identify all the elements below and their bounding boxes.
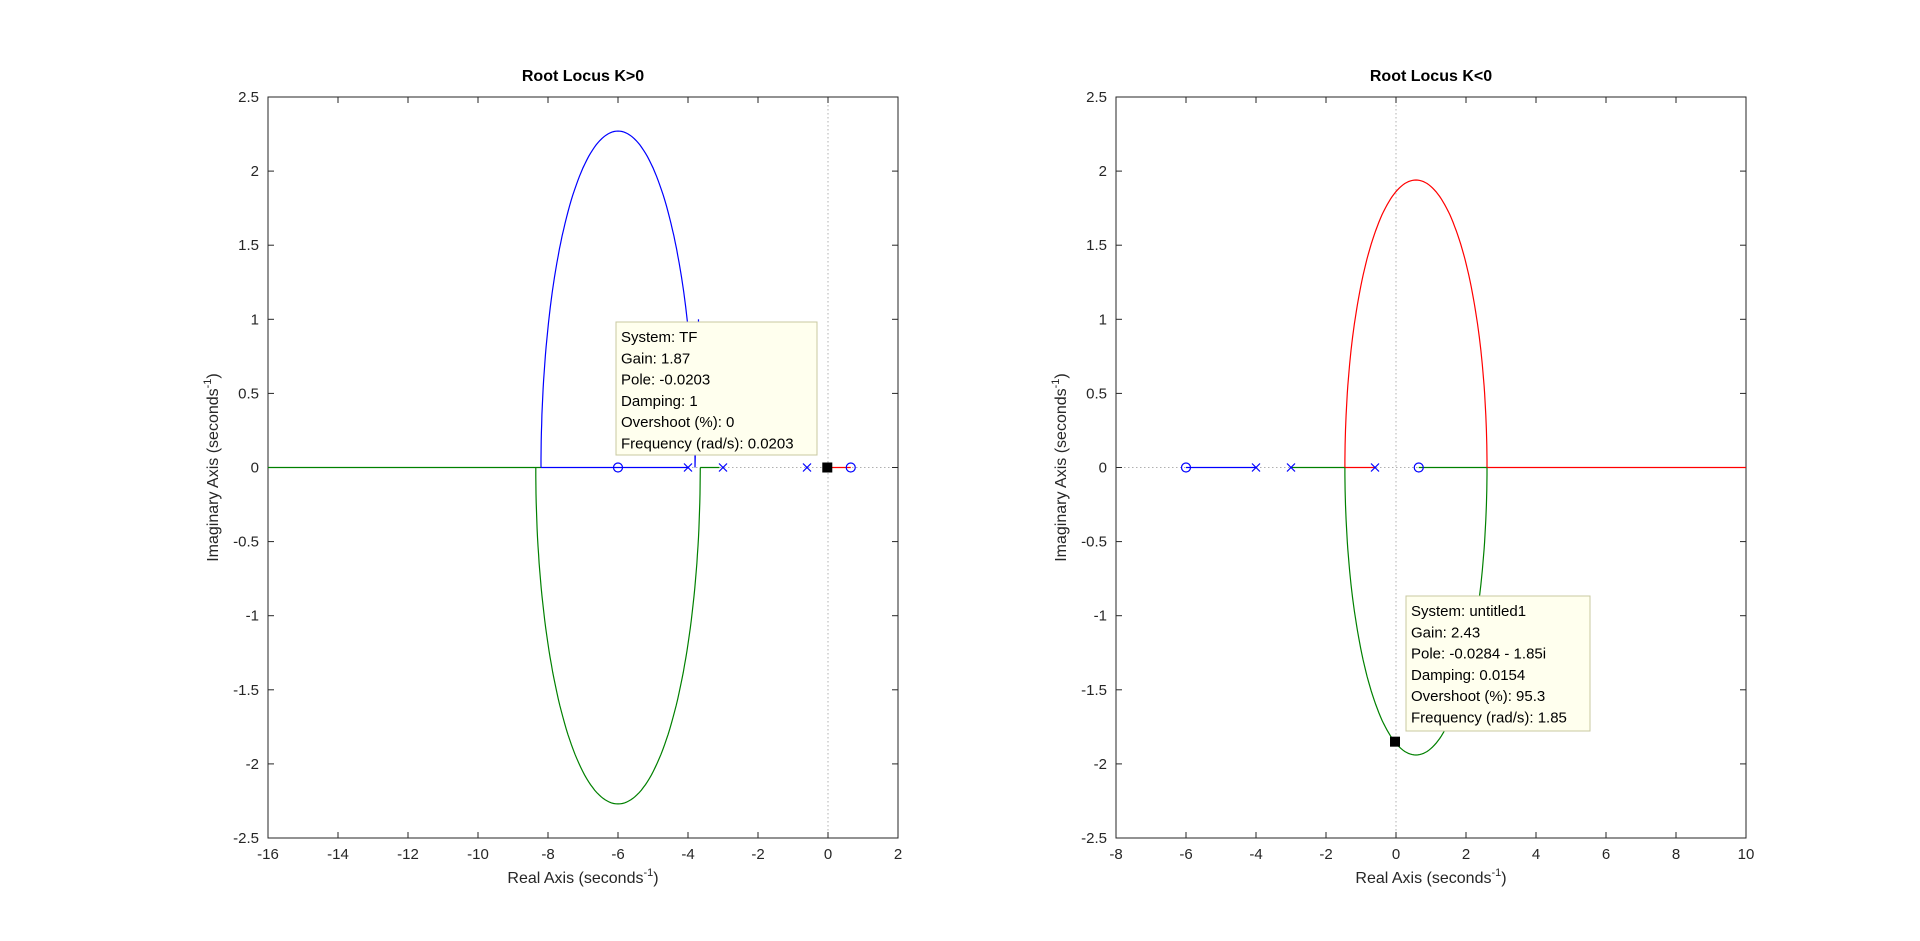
pole-marker xyxy=(718,463,728,472)
y-tick-label: -1 xyxy=(246,608,259,625)
datatip-line: System: untitled1 xyxy=(1411,603,1526,620)
y-tick-label: -1.5 xyxy=(233,682,259,699)
y-tick-label: 2.5 xyxy=(238,89,259,106)
x-axis-label: Real Axis (seconds-1) xyxy=(507,867,658,887)
datatip-line: Damping: 0.0154 xyxy=(1411,667,1525,684)
y-axis-label: Imaginary Axis (seconds-1) xyxy=(202,373,222,562)
y-tick-label: 0.5 xyxy=(1086,385,1107,402)
x-tick-label: 2 xyxy=(894,846,902,863)
y-tick-label: -1.5 xyxy=(1081,682,1107,699)
y-tick-label: 2.5 xyxy=(1086,89,1107,106)
y-tick-label: -1 xyxy=(1094,608,1107,625)
datatip-line: Pole: -0.0203 xyxy=(621,372,710,389)
y-axis-label: Imaginary Axis (seconds-1) xyxy=(1050,373,1070,562)
datatip-line: Gain: 2.43 xyxy=(1411,624,1480,641)
datatip[interactable]: System: untitled1 Gain: 2.43 Pole: -0.0284… xyxy=(1405,595,1591,732)
pole-stroke xyxy=(1370,463,1380,472)
y-tick-label: 1.5 xyxy=(238,237,259,254)
x-tick-label: -14 xyxy=(327,846,349,863)
y-tick-label: 0 xyxy=(1099,460,1107,477)
locus-branch xyxy=(540,130,700,468)
plot-root-locus-k-negative[interactable]: -8 -6 -4 -2 0 2 4 6 8 10 -2.5 -2 -1.5 -1 -0.5 0 0.5 1 1.5 2… xyxy=(1050,68,1754,887)
y-tick-label: 1 xyxy=(251,311,259,328)
x-tick-label: -12 xyxy=(397,846,419,863)
x-tick-label: 4 xyxy=(1532,846,1540,863)
x-tick-label: -2 xyxy=(751,846,764,863)
datatip[interactable]: System: TF Gain: 1.87 Pole: -0.0203 Damping… xyxy=(615,321,818,456)
x-tick-label: -16 xyxy=(257,846,279,863)
pole-stroke xyxy=(718,463,728,472)
zero-marker xyxy=(612,462,624,473)
pole-marker xyxy=(1286,463,1296,472)
pole-marker xyxy=(802,463,812,472)
datatip-line: Frequency (rad/s): 0.0203 xyxy=(621,436,794,453)
x-tick-label: 6 xyxy=(1602,846,1610,863)
y-tick-label: 2 xyxy=(251,163,259,180)
datatip-marker[interactable] xyxy=(1390,736,1401,747)
pole-stroke xyxy=(802,463,812,472)
y-tick-label: -2 xyxy=(246,756,259,773)
y-tick-label: 1 xyxy=(1099,311,1107,328)
locus-branch xyxy=(1344,179,1488,468)
datatip-line: Damping: 1 xyxy=(621,393,698,410)
zero-marker xyxy=(1180,462,1192,473)
y-tick-label: -0.5 xyxy=(233,534,259,551)
x-tick-label: 0 xyxy=(824,846,832,863)
x-tick-label: -8 xyxy=(541,846,554,863)
x-tick-label: -2 xyxy=(1319,846,1332,863)
pole-stroke xyxy=(1251,463,1261,472)
x-tick-label: -10 xyxy=(467,846,489,863)
zero-marker xyxy=(845,462,856,473)
locus-branch xyxy=(535,467,701,805)
y-tick-label: -2 xyxy=(1094,756,1107,773)
pole-marker xyxy=(683,463,693,472)
datatip-box xyxy=(1405,595,1591,732)
x-tick-label: 8 xyxy=(1672,846,1680,863)
datatip-box xyxy=(615,321,818,456)
y-tick-label: 1.5 xyxy=(1086,237,1107,254)
x-tick-label: -4 xyxy=(1249,846,1262,863)
pole-stroke xyxy=(1286,463,1296,472)
x-tick-label: 2 xyxy=(1462,846,1470,863)
y-tick-label: 0.5 xyxy=(238,385,259,402)
x-tick-label: 10 xyxy=(1738,846,1755,863)
y-tick-label: 0 xyxy=(251,460,259,477)
x-tick-label: -8 xyxy=(1109,846,1122,863)
y-tick-label: -2.5 xyxy=(1081,830,1107,847)
plot-root-locus-k-positive[interactable]: -16 -14 -12 -10 -8 -6 -4 -2 0 2 -2.5 -2 -1.5 -1 -0.5 0 0… xyxy=(202,68,902,887)
datatip-line: Gain: 1.87 xyxy=(621,350,690,367)
x-tick-label: 0 xyxy=(1392,846,1400,863)
y-tick-label: -0.5 xyxy=(1081,534,1107,551)
y-tick-label: -2.5 xyxy=(233,830,259,847)
pole-stroke xyxy=(683,463,693,472)
datatip-line: Pole: -0.0284 - 1.85i xyxy=(1411,646,1546,663)
x-tick-label: -6 xyxy=(611,846,624,863)
y-tick-label: 2 xyxy=(1099,163,1107,180)
datatip-line: Frequency (rad/s): 1.85 xyxy=(1411,710,1567,727)
zero-marker xyxy=(1413,462,1424,473)
datatip-line: Overshoot (%): 95.3 xyxy=(1411,688,1545,705)
x-axis-label: Real Axis (seconds-1) xyxy=(1355,867,1506,887)
datatip-line: Overshoot (%): 0 xyxy=(621,414,734,431)
x-tick-label: -6 xyxy=(1179,846,1192,863)
datatip-line: System: TF xyxy=(621,329,697,346)
pole-marker xyxy=(1251,463,1261,472)
plot-title: Root Locus K>0 xyxy=(522,68,644,85)
datatip-marker[interactable] xyxy=(822,462,833,473)
pole-marker xyxy=(1370,463,1380,472)
plot-title: Root Locus K<0 xyxy=(1370,68,1492,85)
x-tick-label: -4 xyxy=(681,846,694,863)
